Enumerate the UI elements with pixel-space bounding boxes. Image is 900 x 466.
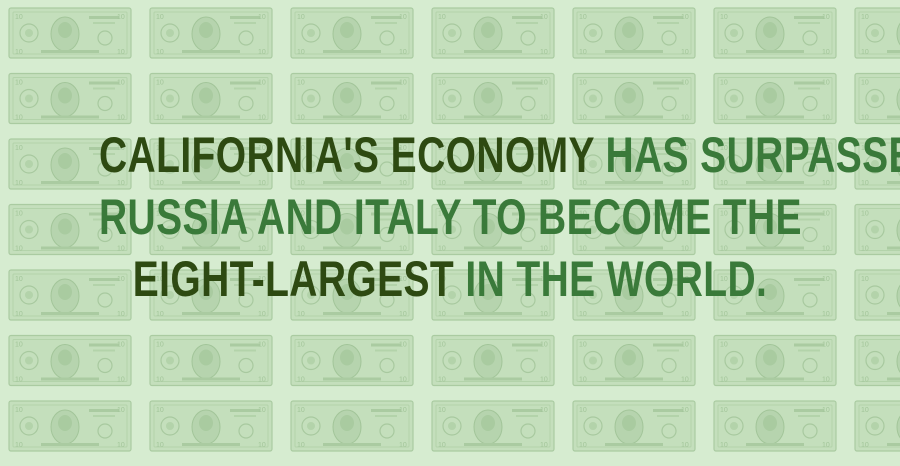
headline-line-1-part-1: CALIFORNIA'S ECONOMY bbox=[99, 127, 606, 183]
headline-line-3-part-2: IN THE WORLD. bbox=[465, 251, 768, 307]
ten-dollar-bill-icon bbox=[290, 7, 414, 59]
ten-dollar-bill-icon bbox=[713, 400, 837, 452]
ten-dollar-bill-icon bbox=[854, 7, 900, 59]
ten-dollar-bill-icon bbox=[854, 400, 900, 452]
headline-line-2: RUSSIA AND ITALY TO BECOME THE bbox=[99, 186, 802, 248]
ten-dollar-bill-icon bbox=[8, 7, 132, 59]
ten-dollar-bill-icon bbox=[8, 72, 132, 125]
headline-line-1: CALIFORNIA'S ECONOMY HAS SURPASSED bbox=[99, 124, 900, 186]
ten-dollar-bill-icon bbox=[854, 334, 900, 387]
headline-line-3-part-1: EIGHT-LARGEST bbox=[132, 251, 466, 307]
ten-dollar-bill-icon bbox=[149, 334, 273, 387]
ten-dollar-bill-icon bbox=[572, 72, 696, 125]
ten-dollar-bill-icon bbox=[290, 400, 414, 452]
ten-dollar-bill-icon bbox=[854, 269, 900, 321]
ten-dollar-bill-icon bbox=[854, 72, 900, 125]
ten-dollar-bill-icon bbox=[290, 72, 414, 125]
ten-dollar-bill-icon bbox=[149, 72, 273, 125]
headline-line-1-part-2: HAS SURPASSED bbox=[605, 127, 900, 183]
ten-dollar-bill-icon bbox=[290, 334, 414, 387]
headline-line-3: EIGHT-LARGEST IN THE WORLD. bbox=[99, 248, 801, 310]
ten-dollar-bill-icon bbox=[572, 334, 696, 387]
ten-dollar-bill-icon bbox=[431, 400, 555, 452]
ten-dollar-bill-icon bbox=[572, 400, 696, 452]
ten-dollar-bill-icon bbox=[431, 7, 555, 59]
ten-dollar-bill-icon bbox=[431, 72, 555, 125]
ten-dollar-bill-icon bbox=[431, 334, 555, 387]
ten-dollar-bill-icon bbox=[8, 334, 132, 387]
ten-dollar-bill-icon bbox=[149, 7, 273, 59]
ten-dollar-bill-icon bbox=[854, 203, 900, 256]
ten-dollar-bill-icon bbox=[713, 72, 837, 125]
headline-line-2-part-1: RUSSIA AND ITALY TO BECOME THE bbox=[99, 189, 802, 245]
ten-dollar-bill-icon bbox=[713, 7, 837, 59]
ten-dollar-bill-icon bbox=[572, 7, 696, 59]
ten-dollar-bill-icon bbox=[713, 334, 837, 387]
ten-dollar-bill-icon bbox=[149, 400, 273, 452]
headline: CALIFORNIA'S ECONOMY HAS SURPASSED RUSSI… bbox=[99, 124, 900, 310]
ten-dollar-bill-icon bbox=[8, 400, 132, 452]
